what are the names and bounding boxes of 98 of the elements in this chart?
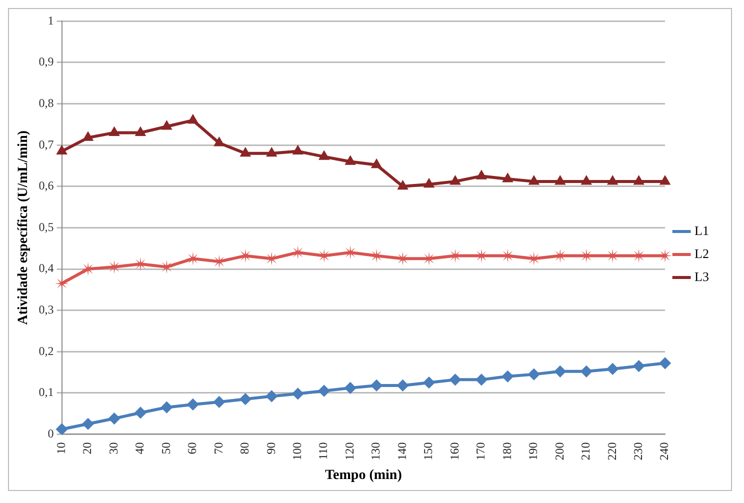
point xyxy=(528,176,539,185)
point xyxy=(240,393,252,405)
x-tick-label: 230 xyxy=(630,442,645,460)
point xyxy=(581,176,592,185)
x-tick-label: 190 xyxy=(526,442,540,460)
point xyxy=(502,370,514,382)
point xyxy=(56,146,67,155)
x-tick-label: 170 xyxy=(474,442,488,460)
point xyxy=(660,176,670,185)
point xyxy=(371,159,382,168)
y-axis-title: Atividade específica (U/mL/min) xyxy=(16,130,32,325)
point xyxy=(319,150,330,160)
point xyxy=(659,357,671,369)
x-tick-label: 20 xyxy=(80,442,94,454)
point xyxy=(107,260,122,274)
point xyxy=(476,170,487,180)
x-tick-label: 150 xyxy=(421,442,436,460)
point xyxy=(82,132,94,141)
point xyxy=(292,388,304,400)
point xyxy=(212,254,226,269)
x-tick-label: 220 xyxy=(604,442,619,460)
point xyxy=(187,398,199,410)
point xyxy=(476,374,488,386)
x-tick-label: 140 xyxy=(394,442,409,460)
point xyxy=(423,376,435,388)
point xyxy=(264,252,279,266)
point xyxy=(580,366,592,378)
legend-label: L3 xyxy=(694,268,710,284)
point xyxy=(555,176,566,185)
x-tick-label: 240 xyxy=(657,442,672,460)
y-tick-label: 0,3 xyxy=(38,302,54,316)
x-tick-label: 200 xyxy=(552,442,566,460)
point xyxy=(266,148,277,157)
point xyxy=(345,156,356,165)
point xyxy=(162,120,172,130)
legend-label: L1 xyxy=(694,222,710,238)
y-tick-label: 0,2 xyxy=(38,344,54,358)
x-axis-title: Tempo (min) xyxy=(324,468,402,484)
x-tick-label: 160 xyxy=(447,442,462,460)
point xyxy=(424,178,434,188)
point xyxy=(134,406,146,418)
point xyxy=(292,146,303,155)
point xyxy=(160,260,174,274)
point xyxy=(608,176,618,185)
y-tick-label: 0,1 xyxy=(38,385,54,400)
point xyxy=(213,396,225,408)
point xyxy=(528,368,540,380)
point xyxy=(633,360,645,372)
y-tick-label: 0,4 xyxy=(38,261,54,276)
x-tick-label: 210 xyxy=(578,442,593,460)
point xyxy=(266,390,278,402)
point xyxy=(502,173,513,182)
point xyxy=(186,252,200,266)
point xyxy=(658,248,672,263)
y-tick-label: 1 xyxy=(48,13,54,28)
y-tick-label: 0,5 xyxy=(38,220,54,234)
x-tick-label: 10 xyxy=(54,442,68,454)
point xyxy=(160,402,172,414)
point xyxy=(422,252,436,266)
point xyxy=(109,126,120,136)
point xyxy=(214,137,224,146)
point xyxy=(450,176,460,185)
y-tick-label: 0,6 xyxy=(38,178,54,193)
x-tick-label: 40 xyxy=(132,442,147,454)
legend-label: L2 xyxy=(694,246,710,261)
point xyxy=(344,382,356,394)
x-tick-label: 120 xyxy=(342,442,356,460)
point xyxy=(554,366,566,378)
point xyxy=(188,114,198,124)
y-tick-label: 0,8 xyxy=(38,96,54,110)
y-tick-label: 0 xyxy=(48,426,54,440)
point xyxy=(82,418,94,430)
point xyxy=(238,248,252,263)
x-tick-label: 60 xyxy=(185,442,200,454)
point xyxy=(606,363,618,375)
x-tick-label: 80 xyxy=(238,442,252,454)
y-tick-label: 0,9 xyxy=(38,54,54,69)
point xyxy=(290,245,305,260)
point xyxy=(449,374,461,386)
x-tick-label: 30 xyxy=(106,442,120,454)
x-tick-label: 90 xyxy=(264,442,278,454)
y-tick-label: 0,7 xyxy=(38,137,54,152)
point xyxy=(240,148,250,157)
x-tick-label: 100 xyxy=(290,442,304,460)
point xyxy=(370,380,382,392)
point xyxy=(634,176,644,185)
point xyxy=(397,380,409,392)
point xyxy=(108,412,120,424)
point xyxy=(318,385,330,397)
point xyxy=(398,180,408,190)
x-tick-label: 130 xyxy=(368,442,383,460)
x-tick-label: 50 xyxy=(158,442,173,454)
point xyxy=(56,423,68,434)
point xyxy=(135,126,146,136)
x-tick-label: 180 xyxy=(500,442,514,460)
x-tick-label: 110 xyxy=(316,442,330,460)
point xyxy=(54,276,69,290)
x-tick-label: 70 xyxy=(211,442,226,454)
